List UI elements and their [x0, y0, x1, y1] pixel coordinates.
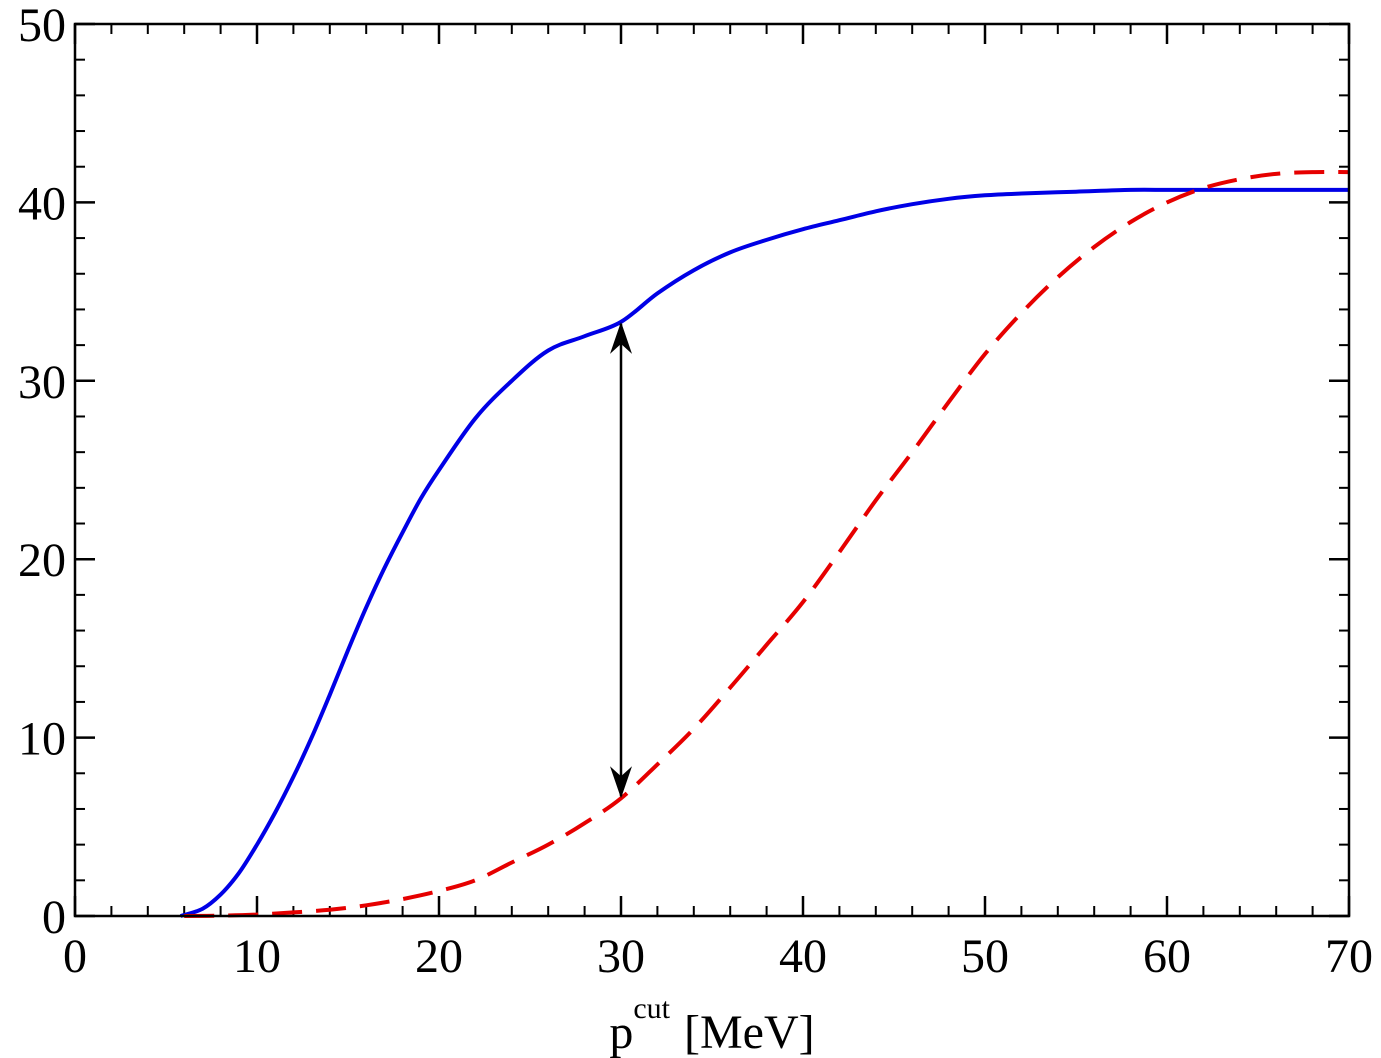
y-tick-label: 40	[18, 177, 66, 230]
minor-ticks	[75, 24, 1349, 916]
x-axis-label-base: p	[609, 1006, 633, 1058]
series-line-2	[184, 169, 1350, 918]
x-tick-label: 60	[1143, 930, 1191, 983]
y-tick-label: 30	[18, 356, 66, 409]
x-axis-label-superscript: cut	[633, 992, 670, 1025]
annotation-arrow-head-down	[610, 766, 632, 799]
tick-labels: 0 10 20 30 40 50 60 70 0 10 20 30 40 50	[18, 0, 1373, 983]
y-tick-label: 10	[18, 713, 66, 766]
x-axis-label: pcut [MeV]	[609, 992, 814, 1058]
x-tick-label: 70	[1325, 930, 1373, 983]
series-line-1	[179, 187, 1349, 918]
series-layer	[179, 169, 1350, 918]
x-tick-label: 0	[63, 930, 87, 983]
x-tick-label: 50	[961, 930, 1009, 983]
y-tick-label: 20	[18, 534, 66, 587]
annotation-arrow-head-up	[610, 321, 632, 354]
y-tick-label: 0	[42, 891, 66, 944]
x-tick-label: 40	[779, 930, 827, 983]
y-tick-label: 50	[18, 0, 66, 52]
annotation-layer	[610, 321, 632, 799]
plot-frame	[73, 22, 1351, 918]
x-axis-label-unit: [MeV]	[684, 1006, 815, 1058]
x-tick-label: 30	[597, 930, 645, 983]
x-tick-label: 10	[233, 930, 281, 983]
x-tick-label: 20	[415, 930, 463, 983]
